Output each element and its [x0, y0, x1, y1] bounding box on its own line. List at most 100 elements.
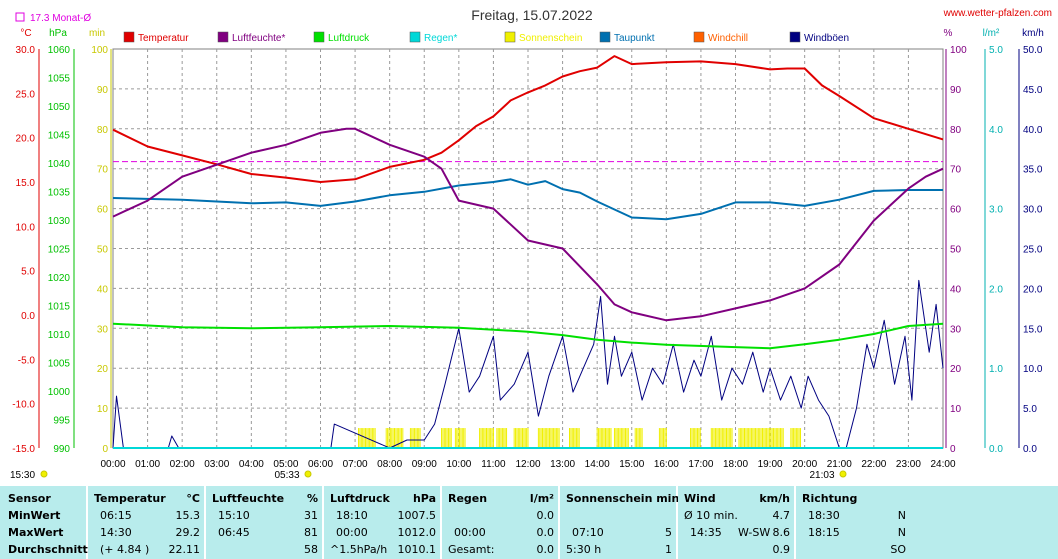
sunshine-axis-tick: 90: [97, 85, 109, 96]
chart-plot-area: [112, 55, 944, 449]
chart-axes: 30.0 25.0 20.0 15.0 10.0 5.0 0.0 -5.0 -10.0 -15.0…: [12, 45, 1043, 470]
pressure-axis-tick: 1015: [48, 302, 71, 313]
unit-hpa: hPa: [49, 28, 67, 39]
x-tick: 23:00: [896, 459, 921, 470]
month-avg-swatch: [15, 12, 25, 22]
sunshine-axis-tick: 20: [97, 364, 109, 375]
pressure-axis-tick: 1060: [48, 45, 71, 56]
pressure-axis-tick: 1055: [48, 74, 71, 85]
legend-swatch: [693, 31, 705, 43]
rain-axis-tick: 4.0: [989, 125, 1003, 136]
humidity-axis-tick: 70: [950, 165, 962, 176]
unit-lm2: l/m²: [983, 28, 1000, 39]
hum-max: 81: [304, 526, 318, 539]
hum-max-time: 06:45: [218, 526, 250, 539]
pressure-axis-tick: 995: [53, 416, 70, 427]
rain-axis-tick: 2.0: [989, 284, 1003, 295]
legend-label: Temperatur: [138, 33, 189, 44]
wind-axis-tick: 35.0: [1023, 165, 1043, 176]
wind-axis-tick: 50.0: [1023, 45, 1043, 56]
temp-axis-tick: 10.0: [16, 222, 36, 233]
stats-section-pressure: Luftdruck hPa 18:10 1007.5 00:00 1012.0 …: [324, 486, 440, 559]
humidity-axis-tick: 40: [950, 284, 962, 295]
sunset-icon: [839, 470, 847, 478]
stats-section-humidity: Luftfeuchte % 15:10 31 06:45 81 58: [206, 486, 322, 559]
sunshine-axis-tick: 10: [97, 404, 109, 415]
temp-axis-tick: 20.0: [16, 134, 36, 145]
legend-swatch: [409, 31, 421, 43]
wind-max-dir: W-SW: [738, 526, 771, 539]
x-tick: 06:00: [308, 459, 333, 470]
humidity-axis-tick: 30: [950, 324, 962, 335]
pressure-axis-tick: 1025: [48, 245, 71, 256]
rain-avg: 0.0: [536, 543, 555, 556]
temp-avg: 22.11: [168, 543, 201, 556]
time-left-label: 15:30: [10, 470, 35, 481]
press-unit: hPa: [412, 492, 436, 505]
wind-axis-tick: 20.0: [1023, 284, 1043, 295]
dir-avg: SO: [890, 543, 906, 556]
temp-min-time: 06:15: [100, 509, 132, 522]
humidity-axis-tick: 20: [950, 364, 962, 375]
temp-avg-note: (+ 4.84 ): [100, 543, 150, 556]
pressure-axis-tick: 1000: [48, 387, 71, 398]
temp-axis-tick: -15.0: [12, 444, 35, 455]
wind-axis-tick: 0.0: [1023, 444, 1037, 455]
x-tick: 18:00: [723, 459, 748, 470]
legend-label: Taupunkt: [614, 33, 655, 44]
row-label-avg: Durchschnitt: [8, 543, 88, 556]
x-tick: 22:00: [861, 459, 886, 470]
pressure-axis-tick: 990: [53, 444, 70, 455]
x-tick: 15:00: [619, 459, 644, 470]
hum-unit: %: [306, 492, 318, 505]
series-luftdruck-line: [112, 322, 944, 350]
wind-axis-tick: 15.0: [1023, 324, 1043, 335]
series-windben-line: [112, 279, 944, 449]
unit-min: min: [89, 28, 105, 39]
x-tick: 12:00: [515, 459, 540, 470]
hum-min: 31: [304, 509, 318, 522]
weather-chart: Freitag, 15.07.2022 www.wetter-pfalzen.c…: [10, 7, 1052, 481]
wind-axis-tick: 25.0: [1023, 245, 1043, 256]
rain-max-time: 00:00: [454, 526, 486, 539]
humidity-axis-tick: 60: [950, 205, 962, 216]
sun-icon: [40, 470, 48, 478]
x-tick: 00:00: [100, 459, 125, 470]
chart-title: Freitag, 15.07.2022: [471, 7, 593, 23]
press-max-time: 00:00: [336, 526, 368, 539]
rain-min: 0.0: [536, 509, 555, 522]
rain-axis-tick: 1.0: [989, 364, 1003, 375]
x-tick: 17:00: [688, 459, 713, 470]
wind-max-time: 14:35: [690, 526, 722, 539]
temp-axis-tick: -10.0: [12, 400, 35, 411]
sunshine-axis-tick: 100: [91, 45, 108, 56]
x-tick: 10:00: [446, 459, 471, 470]
wind-header: Wind: [684, 492, 716, 505]
row-label-sensor: Sensor: [8, 492, 51, 505]
site-link[interactable]: www.wetter-pfalzen.com: [943, 8, 1052, 19]
press-avg-note: ^1.5hPa/h: [330, 543, 388, 556]
sunshine-axis-tick: 50: [97, 245, 109, 256]
temp-axis-tick: 0.0: [21, 311, 35, 322]
legend-label: Luftdruck: [328, 33, 370, 44]
sun-avg: 1: [665, 543, 672, 556]
pressure-axis-tick: 1030: [48, 216, 71, 227]
x-tick: 14:00: [585, 459, 610, 470]
stats-section-sunshine: Sonnenschein min 07:10 5 5:30 h 1: [560, 486, 679, 559]
wind-axis-tick: 30.0: [1023, 205, 1043, 216]
sunshine-axis-tick: 40: [97, 284, 109, 295]
rain-unit: l/m²: [529, 492, 554, 505]
humidity-axis-tick: 50: [950, 245, 962, 256]
wind-min: 4.7: [772, 509, 791, 522]
hum-avg: 58: [304, 543, 318, 556]
stats-section-labels: Sensor MinWert MaxWert Durchschnitt: [0, 486, 88, 559]
press-min-time: 18:10: [336, 509, 368, 522]
temp-max: 29.2: [175, 526, 201, 539]
legend-label: Regen*: [424, 33, 457, 44]
sunshine-axis-tick: 80: [97, 125, 109, 136]
series-taupunkt-line: [112, 178, 943, 221]
temp-min: 15.3: [175, 509, 201, 522]
month-avg-label: 17.3 Monat-Ø: [30, 13, 91, 24]
dir-min: N: [897, 509, 906, 522]
temp-axis-tick: 5.0: [21, 267, 35, 278]
